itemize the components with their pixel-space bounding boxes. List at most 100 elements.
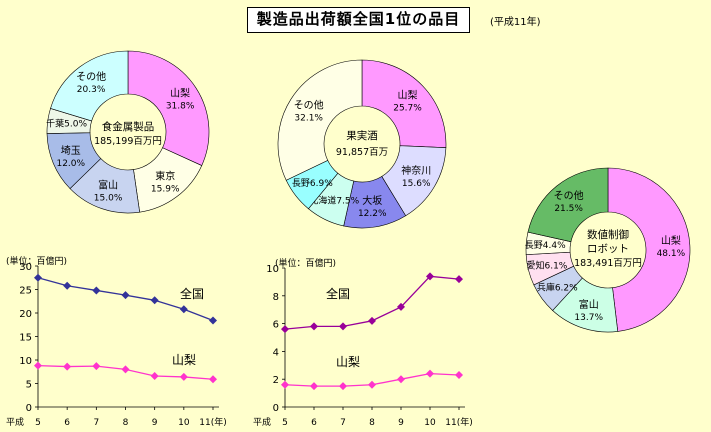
series-point [339,322,347,331]
series-point [92,362,101,371]
slice-label: 長野6.9% [292,178,333,189]
slice-label: 山梨 [398,88,418,101]
x-tick-label: 8 [369,418,375,428]
slice-value: 21.5% [554,204,583,214]
y-tick-label: 20 [19,309,32,320]
series-point [34,361,42,370]
series-point [281,380,289,389]
x-tick-label: 5 [35,418,41,428]
donut-slice [50,50,129,122]
y-tick-label: 6 [273,320,279,331]
slice-label: その他 [294,98,324,111]
series-point [368,316,376,325]
x-prefix-label: 平成 [6,416,24,428]
slice-value: 12.0% [56,159,85,169]
donut-center-label: 果実酒 [346,129,378,142]
slice-label: 愛知6.1% [526,259,567,271]
slice-label: 埼玉 [61,144,81,157]
unit-label: (単位：百億円) [275,257,336,269]
series-point [121,291,130,300]
series-point [455,371,463,380]
series-point [455,275,463,284]
x-tick-label: 5 [282,418,288,428]
y-tick-label: 10 [19,356,32,367]
series-point [397,302,405,311]
y-tick-label: 5 [26,380,32,391]
series-point [310,382,318,391]
series-point [368,380,376,389]
x-tick-label: 11(年) [199,416,226,428]
series-point [209,316,217,325]
series-point [209,375,217,384]
slice-value: 31.8% [166,101,195,111]
donut-center-label: 91,857百万 [336,147,388,158]
y-tick-label: 0 [273,403,279,414]
slice-value: 15.9% [151,185,180,195]
donut-center-label: 183,491百万円 [574,258,642,269]
series-point [426,369,434,378]
x-tick-label: 9 [398,418,404,428]
donut-center-label: 食金属製品 [102,120,155,133]
unit-label: (単位：百億円) [6,255,67,267]
y-tick-label: 30 [19,262,32,273]
slice-label: 長野4.4% [525,240,566,251]
slice-label: 千葉5.0% [46,117,87,129]
slice-value: 32.1% [294,113,323,123]
x-tick-label: 10 [178,418,190,428]
series-point [121,365,130,374]
series-point [150,371,159,380]
slice-label: 富山 [579,298,599,311]
slice-label: 神奈川 [401,164,431,177]
series-point [63,281,72,290]
donut-slice [361,59,447,149]
slice-label: 兵庫6.2% [537,281,578,293]
donut-chart-3: 山梨 48.1% 富山 13.7% 兵庫6.2% 愛知6.1% 長野4.4% その他 21.5%… [525,167,691,333]
series-point [281,325,289,334]
y-tick-label: 15 [19,333,32,344]
slice-label: その他 [554,189,584,202]
y-tick-label: 10 [266,264,279,275]
x-tick-label: 9 [152,418,158,428]
x-prefix-label: 平成 [253,416,271,428]
year-note: (平成11年) [490,17,541,28]
x-tick-label: 6 [64,418,70,428]
series-label: 全国 [180,286,204,301]
donut-chart-2: 山梨 25.7% 神奈川 15.6% 大坂 12.2% 北海道7.5% 長野6.9% その他 32… [277,59,447,229]
y-tick-label: 25 [19,286,32,297]
series-label: 全国 [326,286,350,301]
donut-slice [127,50,210,166]
donut-center-label: 数値制御 [587,228,629,241]
x-tick-label: 6 [311,418,317,428]
slice-label: 北海道7.5% [309,195,359,207]
y-tick-label: 8 [273,292,279,303]
slice-value: 15.0% [94,194,123,204]
x-tick-label: 7 [93,418,99,428]
series-point [34,273,42,282]
x-tick-label: 11(年) [445,416,472,428]
slice-label: 東京 [155,170,175,183]
x-tick-label: 8 [123,418,129,428]
slice-label: 山梨 [661,234,681,247]
series-point [179,372,188,381]
x-tick-label: 7 [340,418,346,428]
slice-value: 13.7% [574,313,603,323]
slice-label: その他 [76,70,106,83]
slice-label: 富山 [98,179,118,192]
slice-label: 山梨 [170,86,190,99]
series-point [339,382,347,391]
donut-slice [277,59,363,181]
donut-center-label: 185,199百万円 [94,136,162,147]
series-point [63,362,72,371]
series-point [426,272,434,281]
x-tick-label: 10 [424,418,436,428]
donut-slice [607,167,691,332]
donut-chart-1: 山梨 31.8% 東京 15.9% 富山 15.0% 埼玉 12.0% 千葉5.0% その他 20.… [46,50,210,214]
slice-value: 15.6% [402,179,431,189]
series-point [310,322,318,331]
series-point [92,286,101,295]
slice-value: 25.7% [393,103,422,113]
series-point [150,296,159,305]
y-tick-label: 0 [26,403,32,414]
